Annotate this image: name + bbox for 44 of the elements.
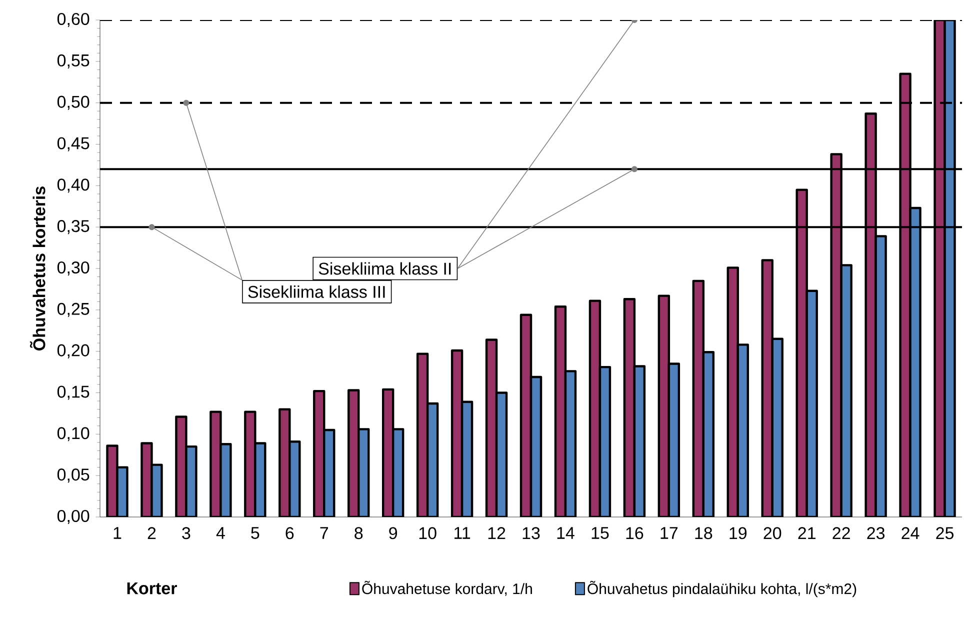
y-tick-label: 0,00 (57, 510, 90, 524)
x-tick-label: 22 (832, 527, 850, 539)
x-tick-label: 20 (764, 527, 782, 540)
x-tick-label: 10 (419, 527, 436, 540)
x-tick-label: 1 (114, 527, 122, 539)
legend-label: Õhuvahetuse kordarv, 1/h (362, 580, 532, 596)
x-tick-label: 4 (216, 527, 225, 539)
y-tick-label: 0,30 (57, 261, 90, 276)
x-tick-label: 15 (592, 527, 609, 539)
y-tick-label: 0,05 (57, 468, 90, 483)
x-tick-label: 7 (320, 527, 328, 539)
x-tick-label: 19 (730, 527, 747, 540)
x-tick-label: 13 (522, 527, 540, 540)
x-tick-label: 3 (182, 527, 190, 540)
x-tick-label: 12 (488, 527, 506, 539)
x-tick-label: 18 (695, 527, 712, 540)
x-tick-label: 25 (936, 527, 954, 540)
x-tick-label: 21 (798, 527, 816, 539)
y-tick-label: 0,50 (57, 96, 90, 110)
y-tick-label: 0,45 (57, 137, 90, 152)
y-tick-label: 0,10 (57, 427, 90, 442)
x-tick-label: 11 (454, 527, 470, 539)
x-tick-label: 23 (867, 527, 885, 540)
y-tick-label: 0,20 (57, 344, 90, 358)
annotation: Sisekliima klass II (318, 262, 451, 275)
x-tick-label: 9 (389, 527, 398, 540)
x-tick-label: 14 (557, 527, 574, 539)
annotation: Sisekliima klass III (248, 285, 385, 298)
x-tick-label: 16 (626, 527, 644, 540)
legend-label: Õhuvahetus pindalaühiku kohta, l/(s*m2) (588, 580, 856, 598)
y-tick-label: 0,55 (57, 54, 90, 68)
y-tick-label: 0,60 (57, 12, 90, 28)
y-axis-title: Õhuvahetus korteris (30, 186, 46, 350)
x-tick-label: 24 (902, 527, 920, 539)
x-tick-label: 5 (251, 527, 260, 539)
y-tick-label: 0,25 (57, 302, 90, 317)
x-tick-label: 17 (660, 527, 678, 539)
x-tick-label: 2 (148, 527, 156, 539)
y-tick-label: 0,15 (57, 386, 90, 400)
x-axis-title: Korter (127, 582, 177, 594)
y-tick-label: 0,40 (57, 178, 90, 193)
y-tick-label: 0,35 (57, 220, 90, 234)
x-tick-label: 8 (354, 527, 363, 540)
x-tick-label: 6 (286, 527, 294, 540)
